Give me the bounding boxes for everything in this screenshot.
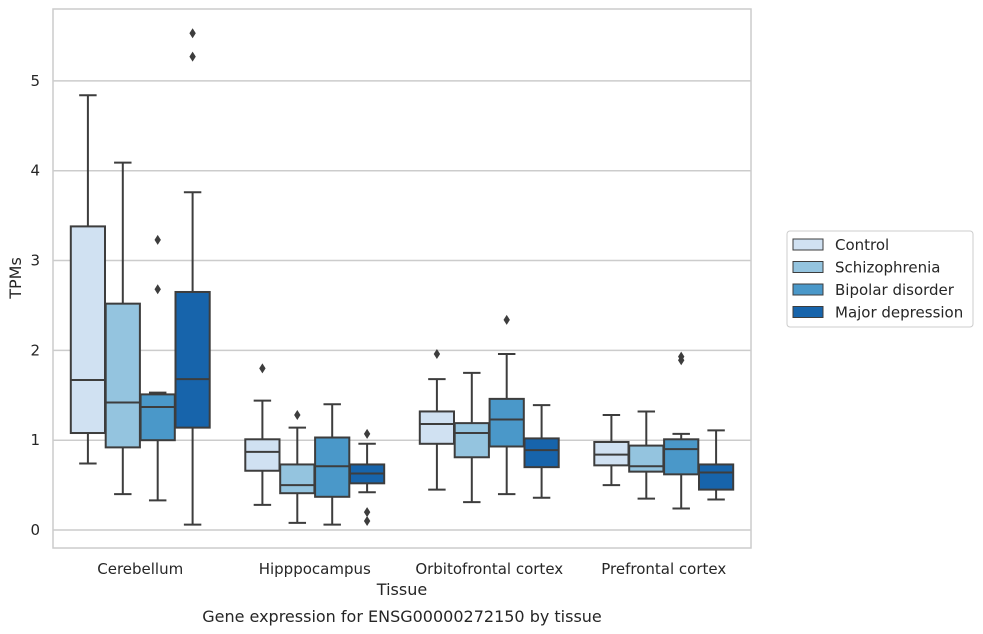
box xyxy=(244,363,281,506)
box xyxy=(593,414,630,487)
y-tick-label: 0 xyxy=(30,521,40,539)
box-iqr xyxy=(523,437,560,469)
chart-caption: Gene expression for ENSG00000272150 by t… xyxy=(202,607,602,626)
x-axis-title: Tissue xyxy=(376,580,427,599)
box xyxy=(139,234,176,502)
plot-area-frame xyxy=(52,8,752,549)
box-iqr xyxy=(69,225,107,435)
box xyxy=(418,348,456,491)
legend: Control Schizophrenia Bipolar disorder Majo… xyxy=(786,230,974,328)
legend-label: Major depression xyxy=(835,304,963,322)
box-iqr xyxy=(628,444,665,473)
box xyxy=(523,404,560,499)
box xyxy=(104,161,141,496)
outlier-point xyxy=(294,410,301,421)
y-tick-label: 2 xyxy=(30,341,40,359)
y-tick-label: 1 xyxy=(30,431,40,449)
box-iqr xyxy=(174,290,211,429)
box xyxy=(348,428,386,527)
legend-swatch xyxy=(792,238,824,251)
x-tick-label: Cerebellum xyxy=(97,560,183,578)
box-iqr xyxy=(453,422,490,459)
box xyxy=(314,403,351,526)
legend-swatch xyxy=(792,306,824,318)
box xyxy=(697,429,735,501)
outlier-point xyxy=(433,348,441,359)
boxes xyxy=(69,28,735,527)
outlier-point xyxy=(154,234,161,245)
box-iqr xyxy=(418,410,456,445)
box xyxy=(663,351,700,510)
x-axis-ticks: Cerebellum Hipppocampus Orbitofrontal cort… xyxy=(97,560,726,578)
box xyxy=(488,314,525,496)
outlier-point xyxy=(189,51,196,62)
y-tick-label: 4 xyxy=(30,162,40,180)
y-axis-title: TPMs xyxy=(6,257,25,300)
series-control xyxy=(69,94,630,506)
box-iqr xyxy=(244,438,281,472)
legend-swatch xyxy=(792,261,824,273)
box xyxy=(279,410,316,524)
box-iqr xyxy=(104,302,141,449)
box xyxy=(69,94,107,465)
box-iqr xyxy=(488,397,525,448)
box xyxy=(174,28,211,526)
y-tick-label: 5 xyxy=(30,72,40,90)
outlier-point xyxy=(259,363,266,374)
box-iqr xyxy=(697,463,735,491)
box-iqr xyxy=(663,438,700,476)
outlier-point xyxy=(189,28,196,39)
outlier-point xyxy=(503,314,510,325)
box-iqr xyxy=(279,463,316,495)
legend-label: Bipolar disorder xyxy=(835,281,955,299)
outlier-point xyxy=(363,507,371,518)
box-iqr xyxy=(139,393,176,442)
box xyxy=(453,371,490,504)
x-tick-label: Orbitofrontal cortex xyxy=(415,560,563,578)
x-tick-label: Hipppocampus xyxy=(259,560,371,578)
series-major-depression xyxy=(174,28,735,527)
outlier-point xyxy=(154,284,161,295)
box xyxy=(628,410,665,500)
legend-label: Control xyxy=(835,236,889,254)
outlier-point xyxy=(363,428,371,439)
outlier-point xyxy=(678,351,685,362)
x-tick-label: Prefrontal cortex xyxy=(601,560,726,578)
legend-swatch xyxy=(792,283,824,296)
legend-label: Schizophrenia xyxy=(835,259,940,277)
series-bipolar-disorder xyxy=(139,234,700,526)
outlier-point xyxy=(363,516,371,527)
y-axis-ticks: 0 1 2 3 4 5 xyxy=(30,72,40,539)
legend-frame xyxy=(786,230,974,328)
y-tick-label: 3 xyxy=(30,252,40,270)
